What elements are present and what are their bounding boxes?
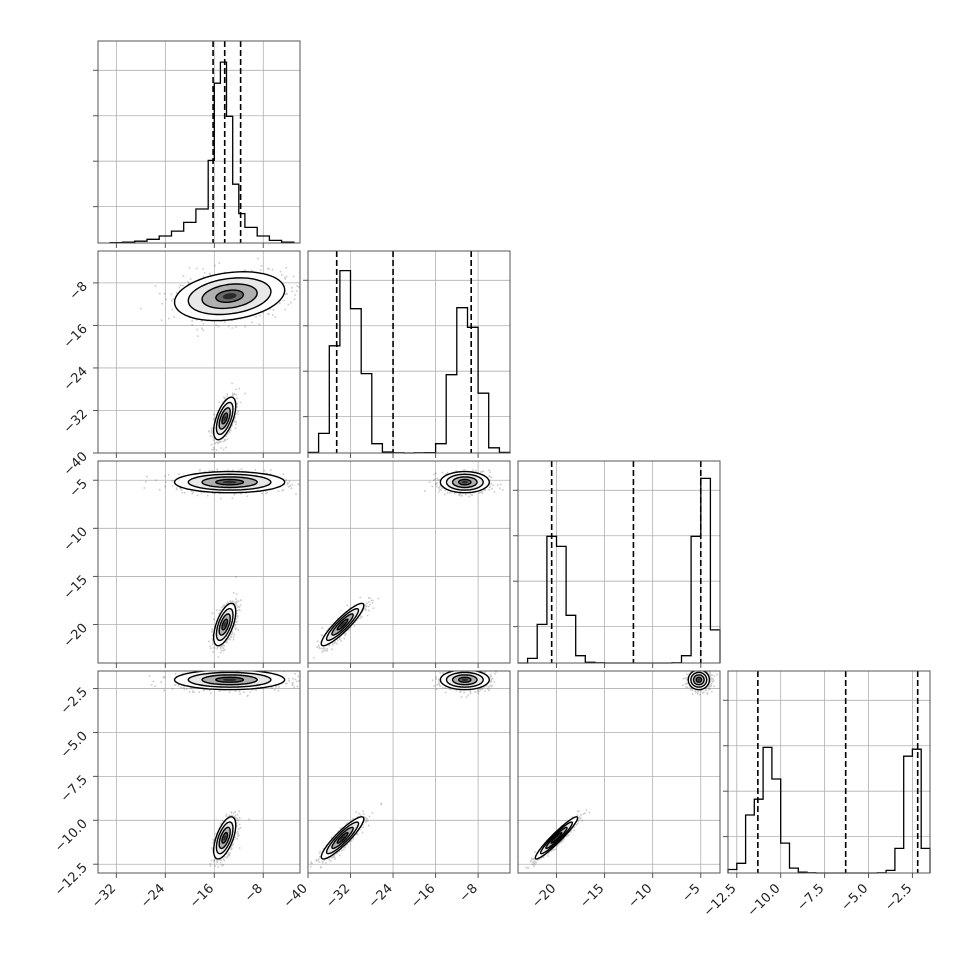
x-tick-label: −32 bbox=[89, 881, 119, 911]
x-tick-label: −16 bbox=[408, 881, 438, 911]
y-tick-label: −12.5 bbox=[52, 860, 91, 899]
histogram-steps-2 bbox=[307, 269, 511, 454]
x-tick-label: −32 bbox=[323, 881, 353, 911]
x-tick-label: −10 bbox=[625, 881, 655, 911]
x-tick-label: −5.0 bbox=[838, 881, 871, 914]
x-tick-label: −10.0 bbox=[745, 881, 784, 920]
y-tick-label: −5 bbox=[67, 476, 91, 500]
x-tick-label: −5 bbox=[679, 881, 703, 905]
y-tick-label: −5.0 bbox=[58, 729, 91, 762]
y-tick-label: −2.5 bbox=[58, 685, 91, 718]
histogram-steps-3 bbox=[518, 477, 721, 664]
y-tick-label: −20 bbox=[61, 621, 91, 651]
scatter-panel-4-2: −40 −32 −24 −16 −8 bbox=[281, 670, 511, 911]
y-tick-label: −10 bbox=[61, 525, 91, 555]
histogram-panel-2 bbox=[303, 250, 511, 458]
x-tick-label: −24 bbox=[366, 881, 396, 911]
histogram-panel-1 bbox=[93, 40, 301, 248]
x-tick-label: −8 bbox=[457, 881, 481, 905]
x-tick-label: −20 bbox=[529, 881, 559, 911]
scatter-panel-3-1: −20 −15 −10 −5 bbox=[61, 460, 301, 668]
scatter-panel-4-1: −32 −24 −16 −8 −12.5 −10.0 −7.5 −5.0 −2.5 bbox=[52, 670, 301, 911]
x-tick-label: −2.5 bbox=[882, 881, 915, 914]
x-tick-label: −12.5 bbox=[701, 881, 740, 920]
x-tick-label: −40 bbox=[281, 881, 311, 911]
x-tick-label: −24 bbox=[138, 881, 168, 911]
y-tick-label: −15 bbox=[61, 573, 91, 603]
y-tick-label: −8 bbox=[67, 279, 91, 303]
x-tick-label: −7.5 bbox=[795, 881, 828, 914]
histogram-steps-1 bbox=[109, 61, 295, 244]
y-tick-label: −32 bbox=[61, 407, 91, 437]
scatter-panel-4-3: −20 −15 −10 −5 bbox=[517, 670, 721, 911]
y-tick-label: −16 bbox=[61, 322, 91, 352]
histogram-panel-4: −12.5 −10.0 −7.5 −5.0 −2.5 bbox=[701, 670, 931, 920]
scatter-panel-2-1: −40 −32 −24 −16 −8 bbox=[61, 250, 301, 479]
x-tick-label: −15 bbox=[577, 881, 607, 911]
y-tick-label: −40 bbox=[61, 449, 91, 479]
x-tick-label: −8 bbox=[242, 881, 266, 905]
x-tick-label: −16 bbox=[187, 881, 217, 911]
y-tick-label: −7.5 bbox=[58, 773, 91, 806]
scatter-panel-3-2 bbox=[307, 460, 511, 668]
histogram-panel-3 bbox=[513, 460, 721, 668]
y-tick-label: −10.0 bbox=[52, 817, 91, 856]
y-tick-label: −24 bbox=[61, 364, 91, 394]
